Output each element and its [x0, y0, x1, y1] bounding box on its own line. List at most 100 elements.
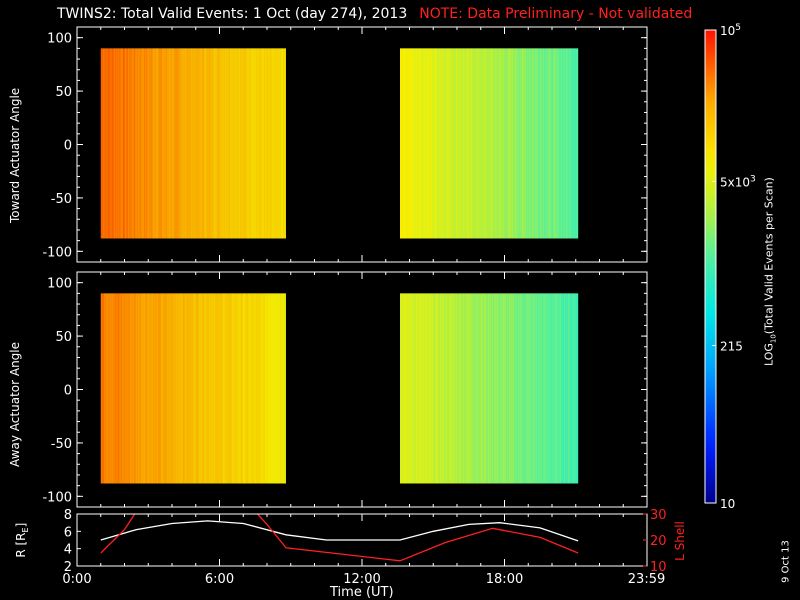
y-tick-label: -50	[51, 437, 72, 452]
heatmap-column	[141, 48, 143, 239]
heatmap-column	[215, 293, 217, 484]
heatmap-column	[144, 48, 146, 239]
heatmap-column	[240, 48, 242, 239]
heatmap-column	[121, 48, 123, 239]
heatmap-column	[107, 293, 109, 484]
heatmap-column	[547, 293, 549, 484]
heatmap-column	[545, 48, 547, 239]
heatmap-column	[567, 48, 569, 239]
heatmap-column	[448, 48, 450, 239]
heatmap-column	[184, 293, 186, 484]
heatmap-column	[440, 48, 442, 239]
heatmap-column	[235, 293, 237, 484]
heatmap-column	[205, 48, 207, 239]
heatmap-column	[210, 293, 212, 484]
heatmap-column	[105, 293, 107, 484]
heatmap-column	[452, 48, 454, 239]
heatmap-column	[502, 293, 504, 484]
heatmap-column	[215, 48, 217, 239]
heatmap-column	[466, 293, 468, 484]
heatmap-column	[267, 48, 269, 239]
heatmap-column	[537, 293, 539, 484]
heatmap-column	[243, 293, 245, 484]
heatmap-column	[253, 48, 255, 239]
heatmap-column	[219, 293, 221, 484]
heatmap-column	[228, 293, 230, 484]
heatmap-column	[498, 293, 500, 484]
heatmap-column	[439, 48, 441, 239]
heatmap-column	[533, 293, 535, 484]
heatmap-column	[182, 293, 184, 484]
heatmap-column	[446, 293, 448, 484]
heatmap-column	[180, 48, 182, 239]
heatmap-column	[177, 293, 179, 484]
heatmap-column	[265, 293, 267, 484]
heatmap-column	[186, 48, 188, 239]
heatmap-column	[404, 48, 406, 239]
heatmap-column	[159, 48, 161, 239]
heatmap-column	[142, 48, 144, 239]
heatmap-column	[206, 48, 208, 239]
heatmap-column	[259, 293, 261, 484]
heatmap-column	[526, 293, 528, 484]
heatmap-column	[551, 293, 553, 484]
heatmap-column	[102, 293, 104, 484]
heatmap-column	[546, 48, 548, 239]
heatmap-column	[514, 293, 516, 484]
heatmap-column	[196, 48, 198, 239]
heatmap-column	[554, 48, 556, 239]
heatmap-column	[484, 48, 486, 239]
heatmap-column	[246, 293, 248, 484]
heatmap-column	[519, 48, 521, 239]
heatmap-column	[440, 293, 442, 484]
heatmap-column	[247, 293, 249, 484]
heatmap-column	[156, 293, 158, 484]
heatmap-column	[110, 293, 112, 484]
heatmap-column	[204, 293, 206, 484]
heatmap-column	[562, 48, 564, 239]
y-tick-label: -100	[42, 490, 72, 505]
heatmap-column	[148, 293, 150, 484]
heatmap-column	[526, 48, 528, 239]
heatmap-column	[530, 48, 532, 239]
heatmap-column	[521, 48, 523, 239]
heatmap-column	[533, 48, 535, 239]
heatmap-column	[459, 48, 461, 239]
heatmap-column	[205, 293, 207, 484]
heatmap-column	[125, 293, 127, 484]
heatmap-column	[569, 48, 571, 239]
heatmap-column	[241, 293, 243, 484]
heatmap-column	[462, 48, 464, 239]
heatmap-column	[231, 48, 233, 239]
heatmap-column	[436, 293, 438, 484]
heatmap-column	[509, 293, 511, 484]
heatmap-column	[481, 293, 483, 484]
heatmap-column	[500, 48, 502, 239]
heatmap-column	[152, 293, 154, 484]
heatmap-column	[228, 48, 230, 239]
heatmap-column	[550, 48, 552, 239]
heatmap-column	[138, 293, 140, 484]
heatmap-column	[525, 293, 527, 484]
heatmap-column	[401, 48, 403, 239]
heatmap-column	[535, 293, 537, 484]
heatmap-column	[232, 48, 234, 239]
heatmap-column	[146, 293, 148, 484]
heatmap-column	[111, 48, 113, 239]
heatmap-column	[241, 48, 243, 239]
heatmap-column	[552, 293, 554, 484]
heatmap-column	[556, 48, 558, 239]
heatmap-column	[104, 293, 106, 484]
heatmap-column	[491, 48, 493, 239]
heatmap-column	[226, 293, 228, 484]
heatmap-column	[532, 48, 534, 239]
heatmap-column	[264, 293, 266, 484]
heatmap-column	[201, 48, 203, 239]
heatmap-column	[428, 293, 430, 484]
heatmap-column	[477, 48, 479, 239]
heatmap-column	[449, 293, 451, 484]
heatmap-column	[217, 293, 219, 484]
heatmap-column	[510, 48, 512, 239]
heatmap-column	[245, 293, 247, 484]
heatmap-column	[254, 293, 256, 484]
